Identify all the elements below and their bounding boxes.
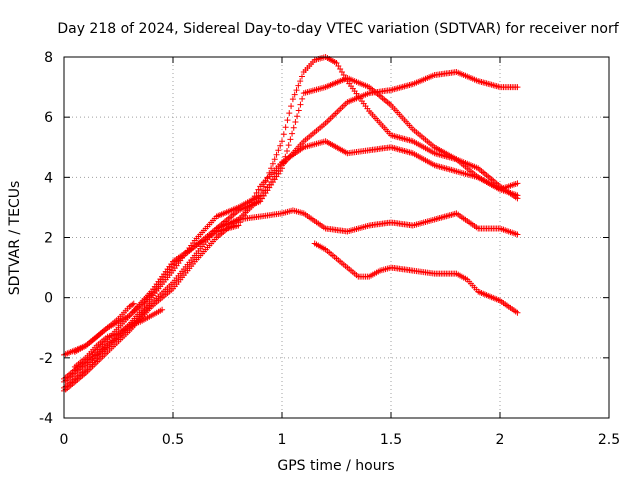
data-point <box>129 301 136 308</box>
data-point <box>337 66 344 73</box>
x-tick-label: 2.5 <box>598 432 620 448</box>
data-point <box>271 156 278 163</box>
data-point <box>285 142 292 149</box>
data-point <box>514 180 521 187</box>
x-tick-label: 0.5 <box>162 432 184 448</box>
series-track-4 <box>61 138 521 382</box>
grid <box>64 57 609 418</box>
data-point <box>246 202 253 209</box>
data-point <box>284 117 291 124</box>
data-point <box>279 138 285 145</box>
data-point <box>244 206 251 213</box>
series-track-5 <box>61 207 521 358</box>
y-tick-label: 6 <box>44 110 53 126</box>
data-point <box>514 309 521 316</box>
data-point <box>269 160 276 167</box>
data-point <box>284 147 291 154</box>
data-point <box>273 151 280 158</box>
data-point <box>297 101 304 108</box>
series-track-1 <box>61 54 521 391</box>
data-point <box>299 95 306 102</box>
data-point <box>251 193 258 200</box>
series-layer <box>61 54 521 394</box>
data-point <box>295 82 302 89</box>
data-point <box>275 147 282 154</box>
data-point <box>280 131 287 138</box>
y-tick-label: 4 <box>44 170 53 186</box>
y-tick-label: -4 <box>39 411 53 427</box>
data-point <box>288 103 295 110</box>
data-point <box>514 84 521 91</box>
data-point <box>130 300 137 307</box>
series-track-6 <box>71 306 166 370</box>
data-point <box>286 110 293 117</box>
data-point <box>335 63 342 70</box>
data-point <box>249 196 256 203</box>
series-track-3 <box>61 69 521 394</box>
x-tick-label: 2 <box>496 432 505 448</box>
data-point <box>298 73 305 80</box>
data-point <box>287 136 294 143</box>
x-tick-label: 0 <box>60 432 69 448</box>
data-point <box>289 130 296 137</box>
data-point <box>514 231 521 238</box>
data-point <box>289 96 296 103</box>
x-axis: 0 0.5 1 1.5 2 2.5 <box>60 57 620 448</box>
series-track-8 <box>71 300 137 355</box>
data-point <box>159 306 166 313</box>
data-point <box>338 69 345 76</box>
data-point <box>295 107 302 114</box>
data-point <box>297 78 304 85</box>
data-point <box>514 192 521 199</box>
data-point <box>242 209 249 216</box>
x-tick-label: 1.5 <box>380 432 402 448</box>
data-point <box>248 199 255 206</box>
series-track-7 <box>311 240 521 316</box>
data-point <box>255 186 262 193</box>
data-point <box>277 142 284 149</box>
data-point <box>294 113 301 120</box>
data-point <box>333 60 340 67</box>
y-axis: -4 -2 0 2 4 6 8 <box>39 50 609 427</box>
y-tick-label: 8 <box>44 50 53 66</box>
data-point <box>235 222 242 229</box>
data-point <box>282 124 289 131</box>
data-point <box>253 189 260 196</box>
data-point <box>268 165 275 172</box>
x-tick-label: 1 <box>278 432 287 448</box>
data-point <box>291 91 298 98</box>
chart-title: Day 218 of 2024, Sidereal Day-to-day VTE… <box>57 21 619 37</box>
y-tick-label: 2 <box>44 231 53 247</box>
y-tick-label: -2 <box>39 351 53 367</box>
x-axis-label: GPS time / hours <box>277 458 394 474</box>
y-axis-label: SDTVAR / TECUs <box>7 181 23 296</box>
data-point <box>292 119 299 126</box>
data-point <box>290 124 297 131</box>
data-point <box>293 87 300 94</box>
series-track-2 <box>61 75 521 385</box>
y-tick-label: 0 <box>44 291 53 307</box>
